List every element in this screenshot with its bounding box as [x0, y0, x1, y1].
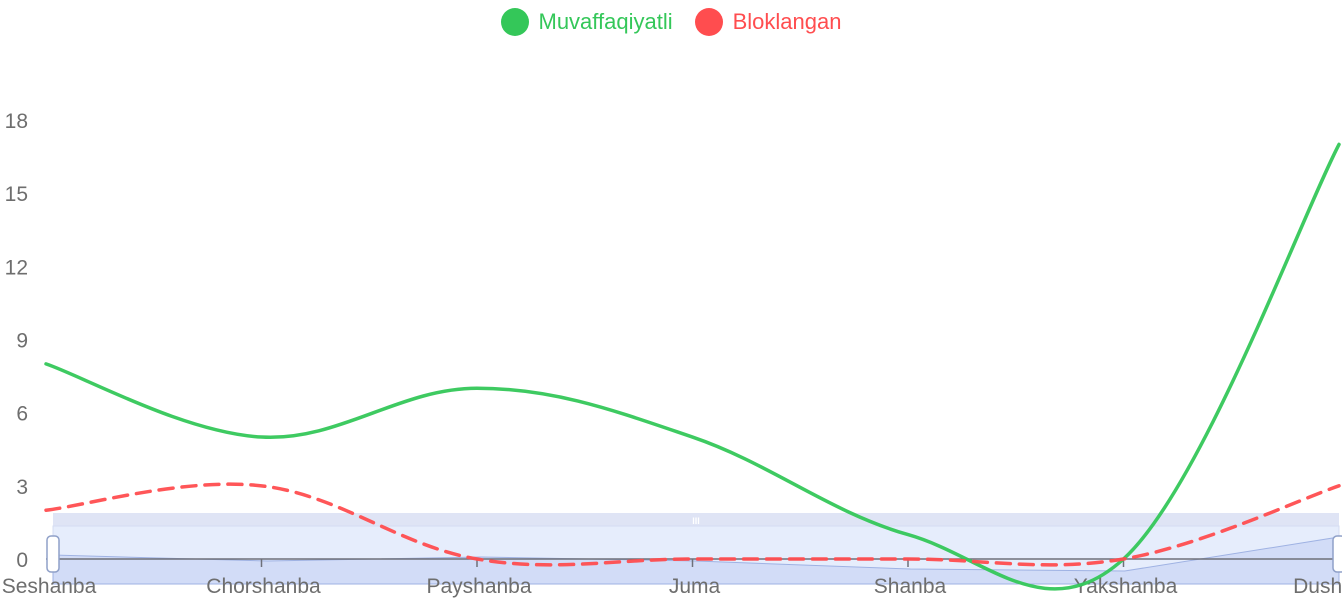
- x-tick-label: Payshanba: [426, 575, 531, 598]
- y-tick-label: 15: [5, 183, 28, 206]
- series-line-blocked: [44, 482, 1341, 567]
- y-tick-label: 0: [16, 549, 28, 572]
- x-tick-label: Dushanba: [1293, 575, 1342, 598]
- zoom-slider-grip[interactable]: III: [692, 516, 700, 526]
- y-tick-label: 12: [5, 256, 28, 279]
- y-tick-label: 18: [5, 110, 28, 133]
- zoom-slider-right-handle[interactable]: [1332, 535, 1342, 573]
- legend-swatch-blocked: [694, 8, 723, 36]
- x-tick-label: Shanba: [874, 575, 947, 598]
- legend-label-blocked: Bloklangan: [732, 9, 842, 34]
- y-tick-label: 9: [16, 330, 28, 353]
- y-tick-label: 6: [16, 403, 28, 426]
- legend-label-success: Muvaffaqiyatli: [538, 9, 673, 34]
- legend-item-blocked[interactable]: Bloklangan: [694, 8, 842, 36]
- x-tick-label: Seshanba: [2, 575, 97, 598]
- x-tick-label: Yakshanba: [1074, 575, 1178, 598]
- y-tick-label: 3: [16, 476, 28, 499]
- zoom-slider-left-handle[interactable]: [46, 535, 60, 573]
- chart-legend: Muvaffaqiyatli Bloklangan: [0, 8, 1342, 36]
- legend-swatch-success: [500, 8, 529, 36]
- series-line-success: [44, 142, 1341, 591]
- x-tick-label: Chorshanba: [206, 575, 321, 598]
- x-tick-label: Juma: [669, 575, 721, 598]
- legend-item-success[interactable]: Muvaffaqiyatli: [500, 8, 673, 36]
